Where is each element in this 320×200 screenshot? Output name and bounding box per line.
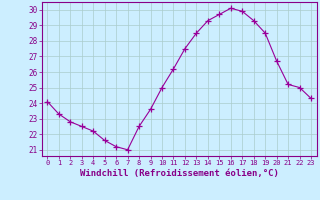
X-axis label: Windchill (Refroidissement éolien,°C): Windchill (Refroidissement éolien,°C) bbox=[80, 169, 279, 178]
